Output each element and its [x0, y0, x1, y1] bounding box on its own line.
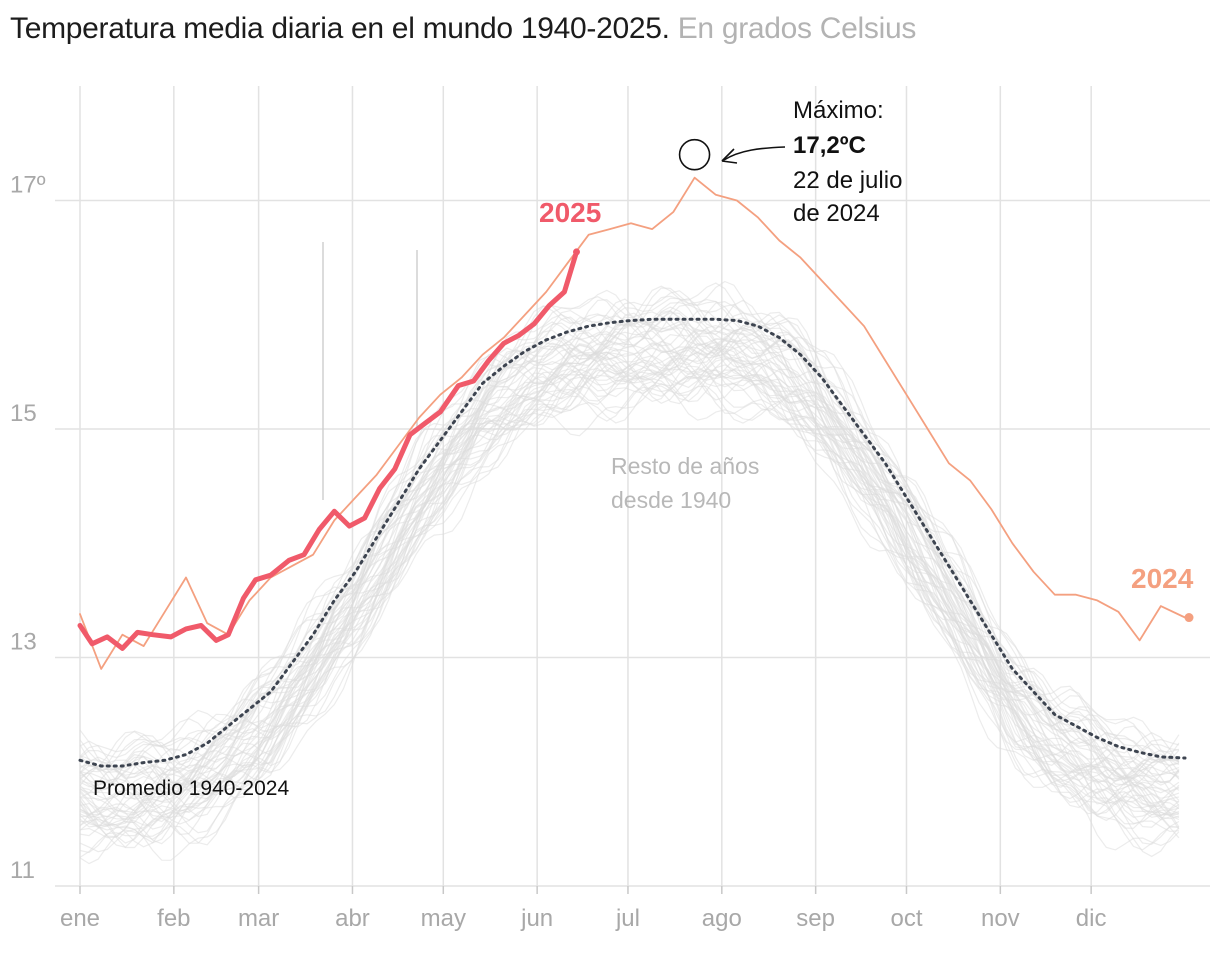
y-tick-label: 17º [10, 172, 46, 199]
y-tick-label: 11 [10, 857, 35, 884]
other-year-line [79, 375, 1179, 858]
annotations: 2025 2024 Promedio 1940-2024 Resto de años d… [93, 97, 1194, 800]
x-tick-label: dic [1076, 905, 1107, 932]
other-year-line [79, 341, 1180, 829]
other-year-line [79, 306, 1180, 791]
average-line [78, 317, 1187, 768]
series-2025-line [77, 249, 579, 651]
max-arrow [723, 146, 786, 161]
other-years-lines [79, 242, 1180, 865]
series-lines [77, 176, 1194, 768]
y-tick-label: 13 [10, 629, 37, 656]
x-tick-label: nov [981, 905, 1020, 932]
other-year-line [79, 342, 1180, 828]
other-year-line [79, 338, 1180, 828]
label-2025: 2025 [539, 197, 601, 228]
max-marker-circle [678, 138, 711, 171]
other-year-line [79, 318, 1180, 798]
x-tick-label: abr [335, 905, 370, 932]
other-years-label-line2: desde 1940 [611, 487, 731, 513]
x-tick-label: ene [60, 905, 100, 932]
other-year-line [79, 384, 1180, 865]
x-tick-label: ago [702, 905, 742, 932]
max-date-line2: de 2024 [793, 200, 880, 227]
other-year-line [79, 362, 1180, 844]
x-tick-label: jul [615, 905, 640, 932]
series-2024-endpoint [1184, 613, 1194, 623]
y-tick-label: 15 [10, 400, 37, 427]
x-tick-label: sep [796, 905, 835, 932]
series-2025-endpoint [572, 248, 580, 256]
max-arrowhead [721, 148, 738, 164]
other-year-line [79, 312, 1180, 787]
other-years-label-line1: Resto de años [611, 453, 759, 479]
other-year-line [79, 351, 1180, 830]
label-2024: 2024 [1131, 563, 1194, 594]
other-year-line [79, 299, 1180, 780]
x-tick-label: jun [520, 905, 553, 932]
chart-subtitle: En grados Celsius [677, 12, 917, 45]
x-tick-label: feb [157, 905, 190, 932]
other-year-line [79, 329, 1180, 813]
chart-title: Temperatura media diaria en el mundo 194… [10, 12, 670, 45]
other-year-line [79, 280, 1179, 771]
other-year-line [79, 364, 1180, 845]
label-average: Promedio 1940-2024 [93, 777, 289, 800]
x-tick-label: oct [890, 905, 922, 932]
x-tick-label: may [421, 905, 466, 932]
chart-title-line: Temperatura media diaria en el mundo 194… [10, 12, 916, 46]
axes: 11 13 15 17º ene feb mar abr may jun jul ago sep oct n… [10, 172, 1106, 933]
other-year-line [79, 297, 1180, 774]
other-year-line [79, 343, 1180, 819]
x-tick-label: mar [238, 905, 279, 932]
series-2024-line [79, 176, 1186, 670]
max-date-line1: 22 de julio [793, 167, 902, 194]
max-label: Máximo: [793, 97, 884, 124]
other-year-line [79, 368, 1180, 854]
max-value: 17,2ºC [793, 132, 866, 159]
